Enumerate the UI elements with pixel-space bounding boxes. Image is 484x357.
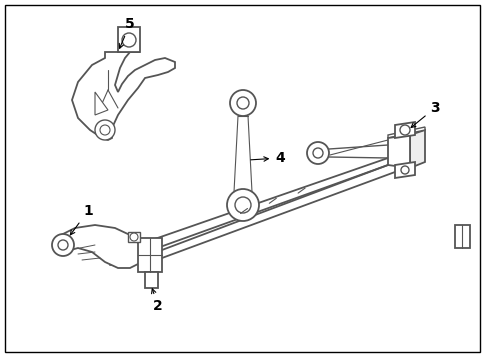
Circle shape	[312, 148, 322, 158]
Polygon shape	[118, 27, 140, 52]
Text: 5: 5	[119, 17, 135, 48]
Text: 2: 2	[151, 289, 163, 313]
Polygon shape	[145, 272, 158, 288]
Polygon shape	[95, 92, 108, 115]
Polygon shape	[63, 225, 143, 268]
Polygon shape	[128, 232, 140, 242]
Circle shape	[399, 125, 409, 135]
Circle shape	[95, 120, 115, 140]
Text: 4: 4	[250, 151, 284, 165]
Polygon shape	[387, 127, 424, 138]
Polygon shape	[72, 52, 175, 140]
Circle shape	[227, 189, 258, 221]
Polygon shape	[394, 162, 414, 178]
Circle shape	[58, 240, 68, 250]
Circle shape	[235, 197, 251, 213]
Circle shape	[229, 90, 256, 116]
Circle shape	[237, 97, 248, 109]
Circle shape	[100, 125, 110, 135]
Polygon shape	[409, 130, 424, 168]
Polygon shape	[454, 225, 469, 248]
Text: 3: 3	[410, 101, 439, 127]
Circle shape	[400, 166, 408, 174]
Polygon shape	[394, 122, 414, 138]
Text: 1: 1	[70, 204, 92, 235]
Polygon shape	[138, 238, 162, 272]
Polygon shape	[387, 135, 409, 168]
Circle shape	[306, 142, 328, 164]
Circle shape	[52, 234, 74, 256]
Circle shape	[130, 233, 138, 241]
Circle shape	[122, 33, 136, 47]
